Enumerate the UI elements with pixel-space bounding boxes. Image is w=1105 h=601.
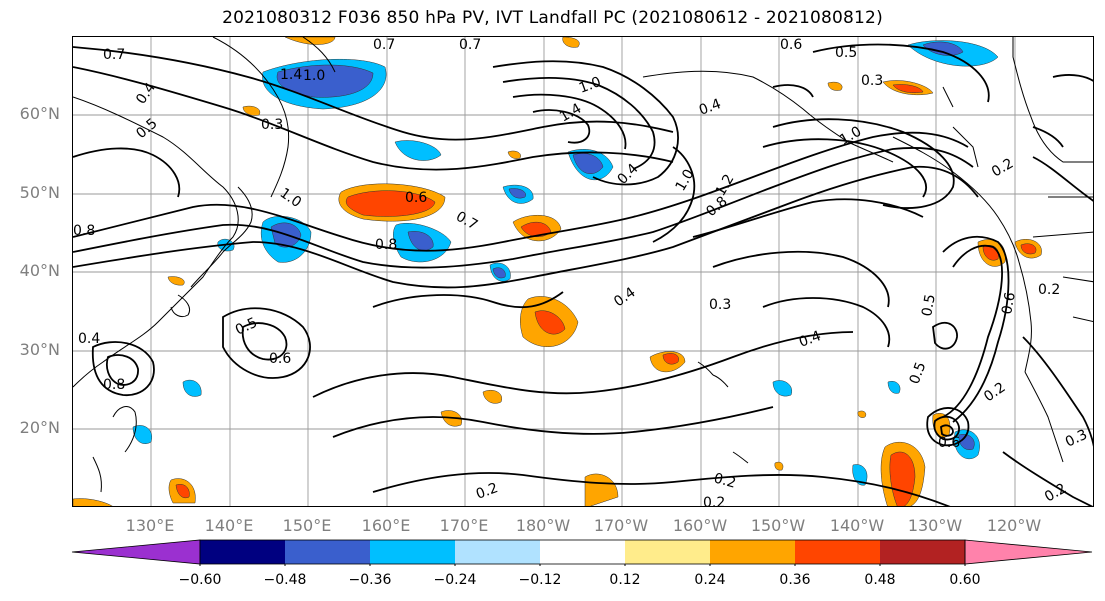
lat-label: 60°N [19, 104, 60, 123]
contour-label: 0.6 [405, 190, 427, 206]
colorbar-label: 0.36 [779, 572, 811, 588]
lon-label: 170°W [593, 516, 649, 535]
contour-label: 0.3 [1063, 427, 1090, 451]
colorbar-swatch [625, 540, 710, 564]
contour-label: 0.6 [780, 37, 802, 53]
contour-label: 0.4 [133, 80, 159, 107]
lat-label: 20°N [19, 418, 60, 437]
lon-label: 120°W [986, 516, 1042, 535]
colorbar [71, 539, 1093, 566]
colorbar-extend-right [964, 539, 1093, 565]
contour-label: 0.6 [938, 435, 960, 451]
contour-label: 1.0 [303, 68, 325, 84]
contour-label: 0.3 [861, 73, 883, 89]
colorbar-swatch [880, 540, 965, 564]
colorbar-label: 0.24 [694, 572, 726, 588]
contour-label: 0.4 [797, 328, 823, 351]
contour-label: 0.2 [1042, 480, 1069, 505]
contour-label: 0.2 [981, 379, 1008, 405]
lon-label: 160°W [672, 516, 728, 535]
colorbar-swatch [285, 540, 370, 564]
contour-label: 0.2 [712, 470, 738, 491]
contour-label: 0.3 [709, 297, 731, 313]
map-canvas: 0.7 1.4 1.0 0.7 0.4 0.5 0.3 0.7 1.4 1.0 … [73, 37, 1093, 507]
coastlines [73, 37, 1093, 493]
lon-label: 180°W [515, 516, 571, 535]
contour-label: 0.7 [459, 37, 481, 53]
contour-label: 0.4 [697, 96, 723, 119]
colorbar-extend-left [71, 539, 201, 565]
colorbar-label: 0.12 [609, 572, 641, 588]
lat-label: 40°N [19, 261, 60, 280]
colorbar-label: −0.60 [178, 572, 222, 588]
colorbar-label: −0.12 [518, 572, 562, 588]
contour-label: 0.7 [373, 37, 395, 53]
lon-label: 130°W [907, 516, 963, 535]
contour-label: 0.2 [989, 155, 1016, 180]
lat-label: 50°N [19, 183, 60, 202]
contour-label: 0.5 [133, 115, 160, 142]
contour-label: 0.2 [703, 495, 725, 507]
lon-label: 170°E [439, 516, 489, 535]
contour-label: 0.2 [474, 480, 500, 503]
colorbar-swatch [540, 540, 625, 564]
lon-label: 140°W [829, 516, 885, 535]
contour-label: 1.0 [577, 74, 603, 97]
contour-label: 0.4 [611, 284, 638, 310]
contour-label: 0.8 [73, 223, 95, 239]
lat-label: 30°N [19, 340, 60, 359]
lon-label: 150°W [750, 516, 806, 535]
contour-label: 0.7 [103, 47, 125, 63]
contour-label: 0.2 [1038, 282, 1060, 298]
colorbar-swatch [200, 540, 285, 564]
contour-label: 0.5 [835, 45, 857, 61]
colorbar-label: −0.36 [348, 572, 392, 588]
lon-label: 140°E [204, 516, 254, 535]
contour-label: 0.4 [78, 331, 100, 347]
colorbar-swatch [455, 540, 540, 564]
colorbar-label: 0.60 [949, 572, 981, 588]
contour-label: 0.8 [103, 377, 125, 393]
contour-label: 0.6 [999, 291, 1019, 316]
lon-label: 150°E [282, 516, 332, 535]
lon-label: 130°E [125, 516, 175, 535]
pv-contours [73, 43, 1093, 506]
colorbar-label: −0.24 [433, 572, 477, 588]
colorbar-swatch [795, 540, 880, 564]
contour-label: 1.4 [280, 67, 302, 83]
colorbar-swatch [710, 540, 795, 564]
lon-label: 160°E [361, 516, 411, 535]
contour-label: 1.0 [837, 123, 864, 148]
colorbar-label: 0.48 [864, 572, 896, 588]
contour-label: 0.7 [453, 209, 480, 234]
contour-label: 1.2 [713, 172, 738, 199]
contour-label: 1.0 [277, 185, 304, 211]
colorbar-label: −0.48 [263, 572, 307, 588]
contour-label: 0.3 [261, 117, 283, 133]
contour-label: 0.8 [375, 237, 397, 253]
contour-label: 0.6 [269, 351, 291, 367]
map-title: 2021080312 F036 850 hPa PV, IVT Landfall… [222, 8, 883, 28]
contour-label: 0.5 [233, 315, 260, 339]
map-panel: 0.7 1.4 1.0 0.7 0.4 0.5 0.3 0.7 1.4 1.0 … [72, 36, 1094, 507]
contour-label: 0.5 [919, 293, 939, 318]
contour-label: 0.5 [907, 360, 930, 386]
colorbar-swatch [370, 540, 455, 564]
graticule [73, 37, 1093, 506]
